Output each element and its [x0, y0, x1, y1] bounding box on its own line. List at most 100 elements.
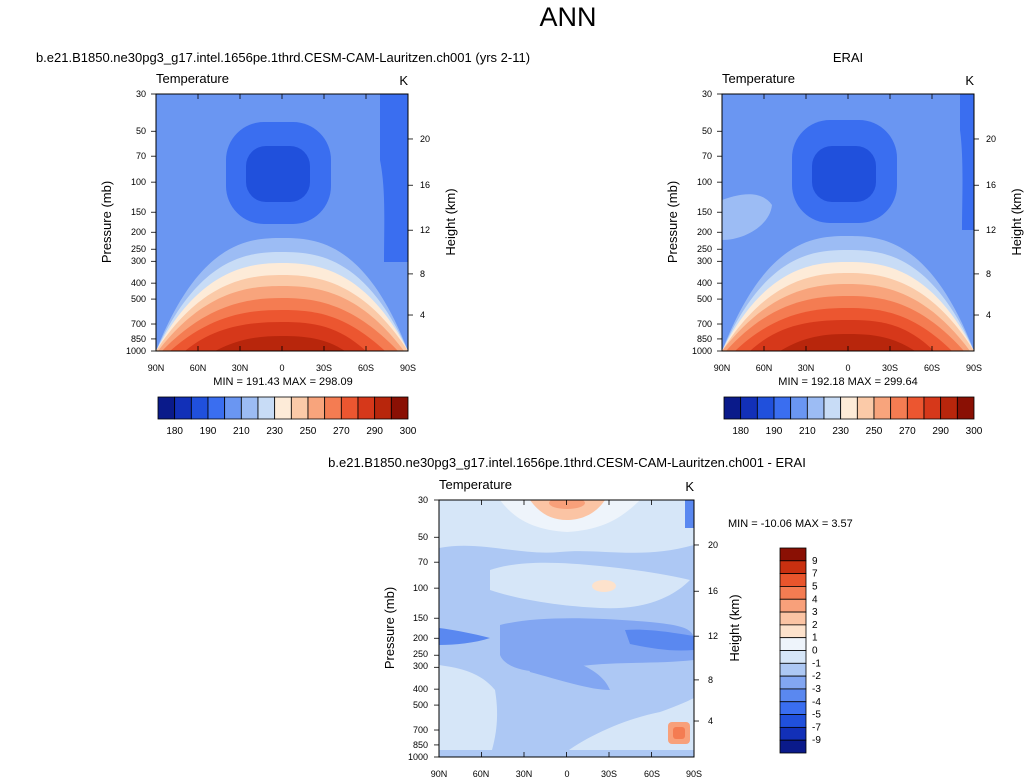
colorbar-swatch [723, 396, 742, 420]
colorbar-label: 5 [812, 581, 818, 592]
y-tick-label: 70 [702, 151, 712, 161]
y-right-tick-label: 4 [708, 716, 713, 726]
axis-ticks [151, 93, 979, 758]
colorbar-label: -3 [812, 684, 821, 695]
colorbar-swatch [790, 396, 808, 420]
colorbar-swatch [923, 396, 942, 420]
y-tick-label: 700 [413, 725, 428, 735]
colorbar-swatch [224, 396, 242, 420]
colorbar-swatch [779, 675, 807, 690]
colorbar: 180 190 210 230 250 270 290 300 [723, 396, 983, 437]
colorbar-swatch [274, 396, 292, 420]
y-tick-label: 150 [697, 207, 712, 217]
y-right-tick-label: 16 [420, 180, 430, 190]
y-right-tick-label: 12 [420, 225, 430, 235]
contour-fill [490, 562, 690, 609]
colorbar-swatch [290, 396, 309, 420]
x-tick-label: 60S [924, 363, 940, 373]
x-tick-label: 30S [601, 769, 617, 779]
y-tick-label: 50 [418, 532, 428, 542]
y-tick-label: 300 [131, 256, 146, 266]
y-tick-label: 100 [413, 583, 428, 593]
y-tick-label: 250 [413, 649, 428, 659]
colorbar-swatch [940, 396, 958, 420]
colorbar-label: 300 [400, 426, 417, 437]
colorbar-swatch [873, 396, 892, 420]
corner-label-left: Temperature [156, 71, 229, 86]
colorbar: 9 75 4 3 2 1 0-1 -2 -3 -4 -5-7 -9 [779, 547, 821, 754]
corner-label-left: Temperature [439, 477, 512, 492]
y-right-tick-label: 20 [986, 134, 996, 144]
x-tick-label: 60N [756, 363, 773, 373]
contour-fill [520, 650, 610, 690]
colorbar-swatch [773, 396, 792, 420]
colorbar-swatch [779, 662, 807, 677]
contour-fill [530, 500, 605, 520]
colorbar-label: 290 [366, 426, 383, 437]
y-tick-label: 150 [413, 613, 428, 623]
colorbar-swatch [740, 396, 758, 420]
y-tick-label: 30 [136, 89, 146, 99]
colorbar-label: 250 [866, 426, 883, 437]
stats-text: MIN = 191.43 MAX = 298.09 [213, 376, 352, 388]
colorbar-label: -1 [812, 658, 821, 669]
x-tick-label: 30N [516, 769, 533, 779]
y-tick-label: 30 [702, 89, 712, 99]
contour-fill [592, 580, 616, 592]
colorbar-swatch [307, 396, 326, 420]
colorbar-label: 4 [812, 594, 818, 605]
colorbar: 180 190 210 230 250 270 290 300 [157, 396, 417, 437]
colorbar-swatch [779, 598, 807, 613]
contour-fill [812, 146, 876, 202]
colorbar-swatch [779, 573, 807, 587]
colorbar-swatch [779, 560, 807, 575]
contour-fill [625, 629, 694, 651]
colorbar-swatch [190, 396, 209, 420]
colorbar-label: -2 [812, 671, 821, 682]
x-tick-label: 60N [473, 769, 490, 779]
colorbar-swatch [856, 396, 875, 420]
colorbar-label: 0 [812, 646, 818, 657]
x-tick-label: 90N [714, 363, 731, 373]
colorbar-swatch [779, 739, 807, 754]
y-tick-label: 850 [131, 334, 146, 344]
panel-model: b.e21.B1850.ne30pg3_g17.intel.1656pe.1th… [36, 50, 530, 437]
contour-fill [215, 336, 345, 351]
y-tick-label: 100 [697, 177, 712, 187]
y-tick-label: 200 [131, 227, 146, 237]
corner-label-right: K [965, 73, 974, 88]
colorbar-swatch [890, 396, 908, 420]
colorbar-swatch [779, 650, 807, 664]
y-right-axis-label: Height (km) [443, 188, 458, 255]
colorbar-label: 210 [233, 426, 250, 437]
colorbar-label: 190 [766, 426, 783, 437]
colorbar-swatch [806, 396, 825, 420]
contour-fill [673, 727, 685, 739]
contour-fill [780, 334, 915, 351]
panel-title: b.e21.B1850.ne30pg3_g17.intel.1656pe.1th… [36, 50, 530, 65]
colorbar-label: 3 [812, 607, 818, 618]
y-tick-label: 700 [131, 319, 146, 329]
colorbar-label: -7 [812, 722, 821, 733]
y-right-tick-label: 16 [986, 180, 996, 190]
colorbar-swatch [779, 714, 807, 728]
x-tick-label: 90S [966, 363, 982, 373]
y-tick-label: 70 [136, 151, 146, 161]
y-tick-label: 50 [702, 126, 712, 136]
y-tick-label: 700 [697, 319, 712, 329]
y-tick-label: 400 [131, 278, 146, 288]
colorbar-label: -4 [812, 697, 821, 708]
colorbar-label: 180 [732, 426, 749, 437]
y-tick-label: 250 [697, 244, 712, 254]
y-right-tick-label: 8 [986, 269, 991, 279]
colorbar-swatch [340, 396, 359, 420]
x-tick-label: 90S [686, 769, 702, 779]
contour-fill [960, 94, 974, 230]
colorbar-label: 250 [300, 426, 317, 437]
x-tick-label: 30N [232, 363, 249, 373]
colorbar-label: 2 [812, 620, 818, 631]
contour-fill [549, 500, 585, 509]
corner-label-right: K [685, 479, 694, 494]
contour-fill [439, 628, 490, 645]
y-tick-label: 200 [697, 227, 712, 237]
